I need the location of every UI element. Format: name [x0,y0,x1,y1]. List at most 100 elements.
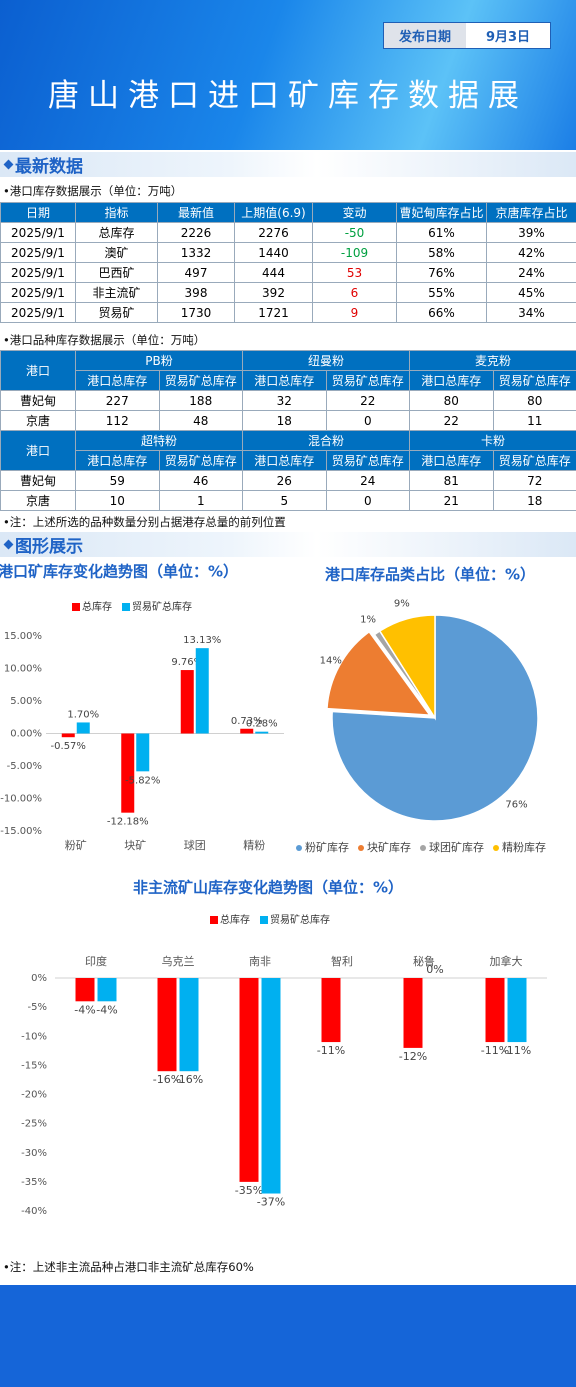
table-cell: 11 [492,410,576,431]
table-cell: 18 [492,490,576,511]
legend-label: 粉矿库存 [305,840,349,854]
date-label: 发布日期 [384,23,466,48]
chart-title: 非主流矿山库存变化趋势图（单位：%） [133,879,403,897]
table-cell: 10 [75,490,160,511]
table-cell: 曹妃甸 [0,470,76,491]
data-label: -35% [235,1184,263,1197]
x-tick-label: 粉矿 [65,839,87,852]
bar [180,670,194,734]
y-tick-label: -5.00% [7,761,42,772]
data-label: 0.28% [246,719,278,730]
table-cell: 9 [312,302,397,323]
group-header: 卡粉 [409,430,576,451]
legend-swatch [260,916,268,924]
note: •注：上述所选的品种数量分别占据港存总量的前列位置 [3,515,286,529]
pie-slice [326,630,432,716]
legend-label: 贸易矿总库存 [270,913,330,926]
column-header: 曹妃甸库存占比 [396,202,487,223]
bar [485,978,505,1043]
table-cell: 京唐 [0,410,76,431]
y-tick-label: -20% [21,1090,47,1101]
column-header: 贸易矿总库存 [158,370,244,391]
table-cell: 6 [312,282,397,303]
group-header: 纽曼粉 [242,350,411,371]
table-cell: 58% [396,242,487,263]
data-label: -37% [257,1196,285,1209]
table-cell: 66% [396,302,487,323]
data-label: 1.70% [67,709,99,720]
note: •注：上述非主流品种占港口非主流矿总库存60% [3,1260,254,1274]
column-header: 贸易矿总库存 [325,370,411,391]
column-header: 港口 [0,430,76,471]
column-header: 变动 [312,202,397,223]
table-cell: 76% [396,262,487,283]
table-cell: -109 [312,242,397,263]
table-cell: 曹妃甸 [0,390,76,411]
bar [76,722,90,734]
x-tick-label: 南非 [249,955,271,968]
table-cell: 2025/9/1 [0,222,76,243]
bar-chart: 港口矿库存变化趋势图（单位：%） 15.00% 10.00% 5.00% 0.00% -5… [0,563,284,852]
pie-slice [378,614,436,721]
table-cell: 46 [158,470,244,491]
table-row: 京唐 112 48 18 0 22 11 [0,410,576,431]
table-cell: 112 [75,410,160,431]
table-cell: 2025/9/1 [0,302,76,323]
table-cell: 5 [242,490,327,511]
column-header: 指标 [75,202,158,223]
data-label: -12% [399,1050,427,1063]
table-cell: 32 [242,390,327,411]
header-row: 港口总库存 贸易矿总库存 港口总库存 贸易矿总库存 港口总库存 贸易矿总库存 [1,450,576,471]
y-tick-label: 0.00% [10,729,42,740]
section-heading: 最新数据 [0,152,576,177]
table-row: 2025/9/1 贸易矿 1730 1721 9 66% 34% [0,302,576,323]
table-cell: 45% [486,282,576,303]
bar [121,733,135,813]
table-cell: 巴西矿 [75,262,158,283]
legend-label: 块矿库存 [367,840,411,854]
table-cell: 非主流矿 [75,282,158,303]
table-cell: 2025/9/1 [0,282,76,303]
table-cell: 42% [486,242,576,263]
header-row: 港口 PB粉 纽曼粉 麦克粉 [0,350,576,391]
table-cell: 80 [409,390,494,411]
column-header: 贸易矿总库存 [325,450,411,471]
column-header: 港口总库存 [75,450,160,471]
data-label: -11% [503,1044,531,1057]
x-tick-label: 乌克兰 [162,954,195,968]
column-header: 港口总库存 [409,370,494,391]
table-cell: 444 [234,262,313,283]
footer-banner [0,1285,576,1387]
legend-swatch [210,916,218,924]
data-label: 76% [505,800,527,811]
column-header: 港口总库存 [242,450,327,471]
table-cell: 2025/9/1 [0,242,76,263]
pie-chart: 港口库存品类占比（单位：%） 76% 14% 1% 9% 粉矿库存 块矿库存 球团矿库存 精粉库… [296,566,546,854]
table-row: 2025/9/1 非主流矿 398 392 6 55% 45% [0,282,576,303]
table-cell: 1332 [157,242,235,263]
data-label: -16% [175,1073,203,1086]
y-tick-label: -35% [21,1177,47,1188]
column-header: 贸易矿总库存 [158,450,244,471]
table-cell: -50 [312,222,397,243]
group-header: 麦克粉 [409,350,576,371]
table-cell: 澳矿 [75,242,158,263]
table-row: 2025/9/1 澳矿 1332 1440 -109 58% 42% [0,242,576,263]
table-cell: 总库存 [75,222,158,243]
bar-chart: 非主流矿山库存变化趋势图（单位：%） 0% -5% -10% -15% -20% -25% -… [21,879,547,1217]
data-label: -12.18% [107,817,149,828]
group-header: 超特粉 [74,430,244,451]
variety-table: 港口 PB粉 纽曼粉 麦克粉 港口总库存 贸易矿总库存 港口总库存 贸易矿总库存 港口总库存 贸易… [0,350,576,511]
y-tick-label: -15.00% [0,826,42,837]
table-cell: 0 [325,490,411,511]
x-tick-label: 印度 [85,954,107,968]
table-cell: 48 [158,410,244,431]
column-header: 港口总库存 [409,450,494,471]
x-tick-label: 块矿 [124,839,146,852]
table-cell: 398 [157,282,235,303]
y-tick-label: 0% [31,973,47,984]
bar [97,978,117,1002]
x-tick-label: 秘鲁 [413,954,435,968]
column-header: 京唐库存占比 [486,202,576,223]
bar [179,978,199,1072]
